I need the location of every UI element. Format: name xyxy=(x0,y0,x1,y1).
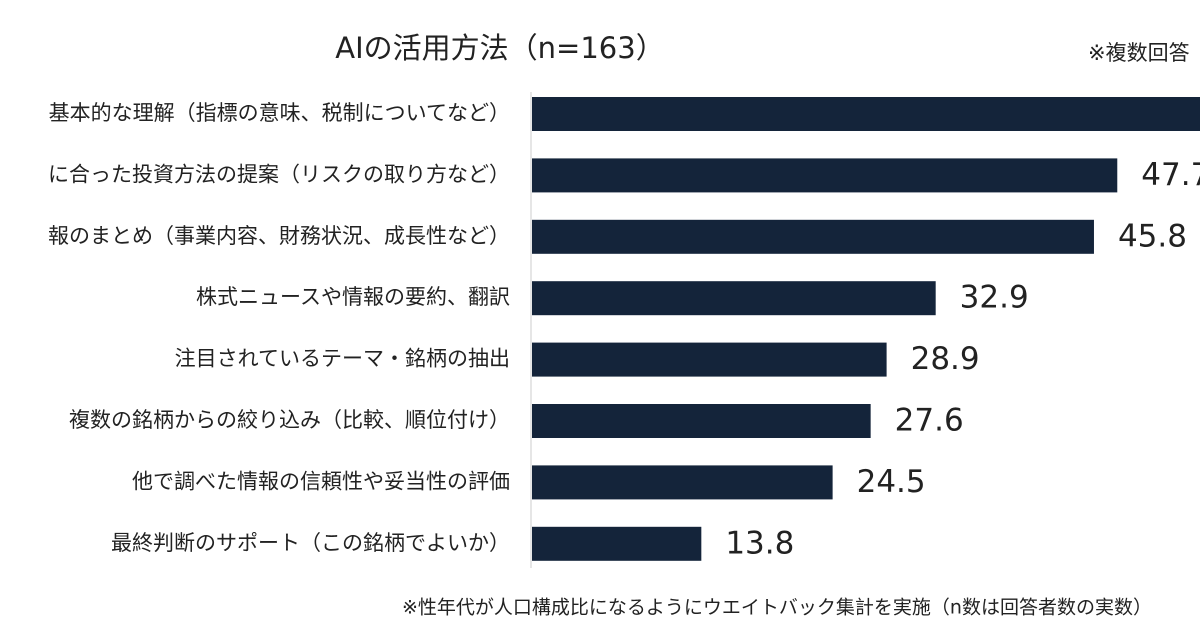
bar xyxy=(532,465,833,500)
bar xyxy=(532,281,936,316)
value-label: 45.8 xyxy=(1118,218,1187,254)
category-label: 報のまとめ（事業内容、財務状況、成長性など） xyxy=(48,224,510,248)
value-label: 28.9 xyxy=(911,341,980,377)
value-label: 13.8 xyxy=(725,525,794,561)
value-label: 27.6 xyxy=(895,403,964,439)
bar xyxy=(532,158,1118,193)
bar xyxy=(532,97,1200,131)
category-label: 複数の銘柄からの絞り込み（比較、順位付け） xyxy=(69,408,510,432)
bar xyxy=(532,404,871,438)
bar xyxy=(532,342,887,377)
value-label: 24.5 xyxy=(857,464,926,500)
category-label: 基本的な理解（指標の意味、税制についてなど） xyxy=(49,101,510,125)
note: ※複数回答 xyxy=(1088,41,1190,65)
bar xyxy=(532,219,1094,254)
bar xyxy=(532,526,702,561)
category-label: 株式ニュースや情報の要約、翻訳 xyxy=(196,285,510,309)
footnote: ※性年代が人口構成比になるようにウエイトバック集計を実施（n数は回答者数の実数） xyxy=(402,597,1152,619)
category-label: 他で調べた情報の信頼性や妥当性の評価 xyxy=(132,469,510,493)
chart-title: AIの活用方法（n=163） xyxy=(335,31,664,65)
value-label: 32.9 xyxy=(960,280,1029,316)
value-label: 47.7 xyxy=(1141,157,1200,193)
category-label: 最終判断のサポート（この銘柄でよいか） xyxy=(111,531,510,555)
category-label: に合った投資方法の提案（リスクの取り方など） xyxy=(48,162,510,186)
category-label: 注目されているテーマ・銘柄の抽出 xyxy=(175,347,510,371)
